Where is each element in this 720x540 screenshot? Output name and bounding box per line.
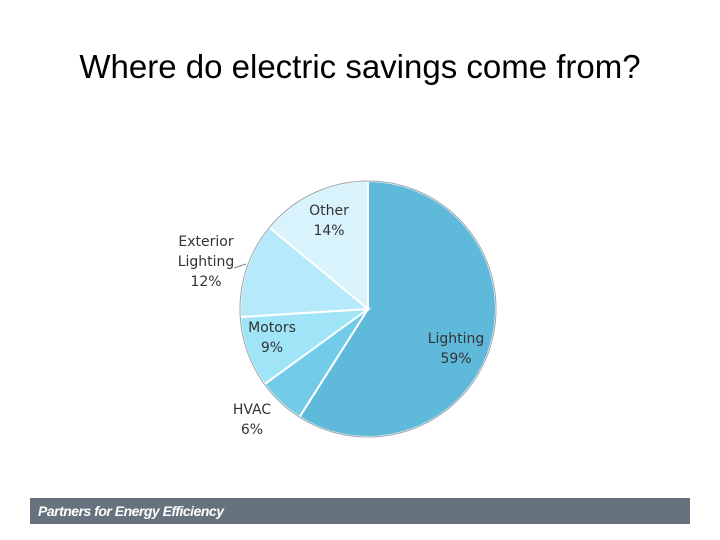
value-label: 59%	[440, 351, 472, 367]
category-label: Other	[309, 203, 349, 219]
footer-text: Partners for Energy Efficiency	[38, 503, 224, 519]
slice-label: Exterior Lighting 12%	[171, 232, 241, 292]
category-label: Lighting	[427, 331, 485, 347]
leader-line	[233, 263, 247, 269]
slice-label: Motors 9%	[237, 318, 307, 358]
value-label: 14%	[313, 223, 345, 239]
pie-outline	[239, 180, 497, 438]
category-label: Motors	[248, 320, 296, 336]
slice-label: Other 14%	[294, 201, 364, 241]
footer-bar: Partners for Energy Efficiency	[30, 498, 690, 524]
slice-label: Lighting 59%	[421, 329, 491, 369]
value-label: 9%	[260, 340, 284, 356]
value-label: 6%	[240, 422, 264, 438]
category-label: Exterior Lighting	[177, 234, 235, 270]
value-label: 12%	[190, 274, 222, 290]
category-label: HVAC	[232, 402, 272, 418]
slice-label: HVAC 6%	[217, 400, 287, 440]
chart-title: Where do electric savings come from?	[79, 48, 641, 85]
